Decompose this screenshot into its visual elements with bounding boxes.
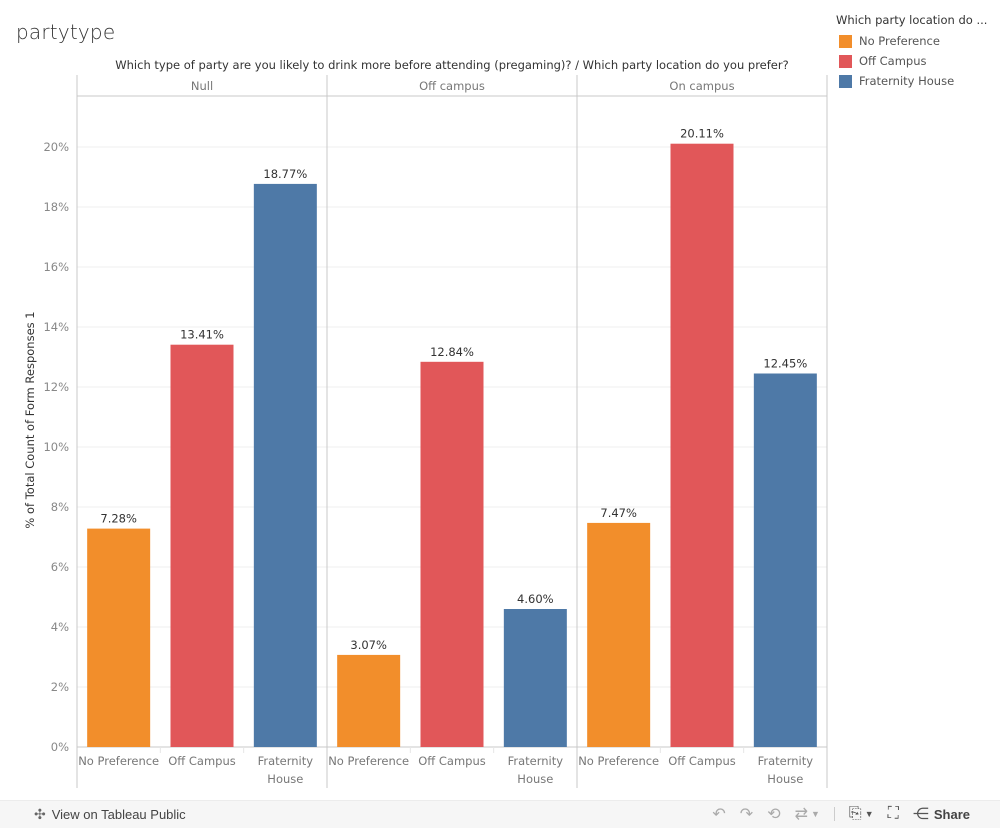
data-label: 13.41%	[180, 328, 224, 342]
bar	[670, 143, 734, 747]
x-tick-label: Off Campus	[418, 754, 486, 768]
refresh-icon: ⇄	[794, 806, 808, 823]
refresh-button[interactable]: ⇄ ▼	[795, 804, 820, 824]
revert-button[interactable]: ⟲	[767, 804, 780, 824]
legend-label: Fraternity House	[859, 74, 955, 88]
pane-header-on-campus: On campus	[669, 79, 734, 93]
y-tick-label: 10%	[43, 440, 69, 454]
legend-item-no-preference[interactable]: No Preference	[836, 31, 987, 51]
x-tick-label: House	[267, 772, 303, 786]
worksheet-title: partytype	[16, 20, 116, 44]
fullscreen-icon: ⛶	[887, 805, 899, 822]
bar	[87, 528, 151, 747]
legend-item-off-campus[interactable]: Off Campus	[836, 51, 987, 71]
x-tick-label: Off Campus	[668, 754, 736, 768]
bar	[170, 344, 234, 747]
y-tick-label: 8%	[51, 500, 69, 514]
pane-header-off-campus: Off campus	[419, 79, 485, 93]
chevron-down-icon: ▼	[864, 809, 874, 819]
bar-chart: Null Off campus On campus 0% 2% 4% 6% 8% 10% 12%…	[23, 75, 828, 788]
view-on-tableau-public-label: View on Tableau Public	[51, 807, 186, 822]
bar	[337, 654, 401, 747]
x-tick-label: Fraternity	[508, 754, 564, 768]
data-label: 20.11%	[680, 127, 724, 141]
y-tick-label: 16%	[43, 260, 69, 274]
pane-header-null: Null	[191, 79, 213, 93]
data-label: 7.47%	[600, 506, 637, 520]
x-tick-label: House	[517, 772, 553, 786]
revert-icon: ⟲	[767, 806, 781, 823]
y-tick-label: 18%	[43, 200, 69, 214]
legend-title: Which party location do ...	[836, 13, 988, 27]
column-header-title: Which type of party are you likely to dr…	[115, 58, 789, 72]
view-on-tableau-public-link[interactable]: ✣ View on Tableau Public	[34, 806, 186, 823]
bar	[253, 183, 317, 747]
download-icon: ⎘	[848, 805, 862, 822]
chevron-down-icon: ▼	[811, 809, 820, 819]
share-icon: ⋲	[912, 806, 929, 823]
redo-button[interactable]: ↷	[740, 804, 753, 824]
undo-button[interactable]: ↶	[712, 804, 725, 824]
share-button[interactable]: ⋲ Share	[913, 804, 970, 824]
y-tick-label: 6%	[51, 560, 69, 574]
data-label: 12.84%	[430, 345, 474, 359]
y-axis: 0% 2% 4% 6% 8% 10% 12% 14% 16% 18% 20%	[43, 140, 69, 754]
data-label: 12.45%	[763, 357, 807, 371]
data-label: 3.07%	[350, 638, 387, 652]
y-tick-label: 0%	[51, 740, 69, 754]
toolbar-divider	[833, 807, 835, 821]
y-axis-title: % of Total Count of Form Responses 1	[23, 311, 37, 528]
bar	[420, 361, 484, 747]
x-tick-label: House	[767, 772, 803, 786]
download-button[interactable]: ⎘ ▼	[849, 805, 874, 823]
tableau-logo-icon: ✣	[34, 806, 46, 822]
legend-swatch	[839, 74, 852, 88]
y-tick-label: 4%	[51, 620, 69, 634]
y-tick-label: 2%	[51, 680, 69, 694]
y-tick-label: 12%	[43, 380, 69, 394]
bar	[503, 609, 567, 747]
legend-swatch	[839, 54, 852, 68]
share-label: Share	[933, 806, 970, 822]
x-tick-label: Off Campus	[168, 754, 236, 768]
data-label: 4.60%	[517, 592, 554, 606]
x-tick-label: No Preference	[328, 754, 409, 768]
redo-icon: ↷	[739, 806, 754, 823]
x-tick-label: Fraternity	[258, 754, 314, 768]
data-label: 18.77%	[263, 167, 307, 181]
bar	[587, 522, 651, 747]
legend-label: Off Campus	[859, 54, 927, 68]
undo-icon: ↶	[712, 806, 726, 823]
tableau-toolbar: ✣ View on Tableau Public ↶ ↷ ⟲ ⇄ ▼ ⎘ ▼ ⛶ ⋲…	[0, 800, 1000, 828]
x-axis: No Preference Off Campus Fraternity House No…	[78, 747, 813, 786]
fullscreen-button[interactable]: ⛶	[888, 805, 899, 823]
legend-item-fraternity-house[interactable]: Fraternity House	[836, 71, 987, 91]
x-tick-label: Fraternity	[758, 754, 814, 768]
x-tick-label: No Preference	[578, 754, 659, 768]
data-label: 7.28%	[100, 512, 137, 526]
legend-label: No Preference	[859, 34, 940, 48]
bar	[753, 373, 817, 747]
y-tick-label: 20%	[43, 140, 69, 154]
pane-headers: Null Off campus On campus	[191, 79, 735, 93]
x-tick-label: No Preference	[78, 754, 159, 768]
y-tick-label: 14%	[43, 320, 69, 334]
color-legend: Which party location do ... No Preferenc…	[836, 13, 987, 91]
bars: 7.28% 13.41% 18.77% 3.07% 12.84% 4.60% 7.47% 20…	[87, 127, 817, 747]
legend-swatch	[839, 34, 852, 48]
